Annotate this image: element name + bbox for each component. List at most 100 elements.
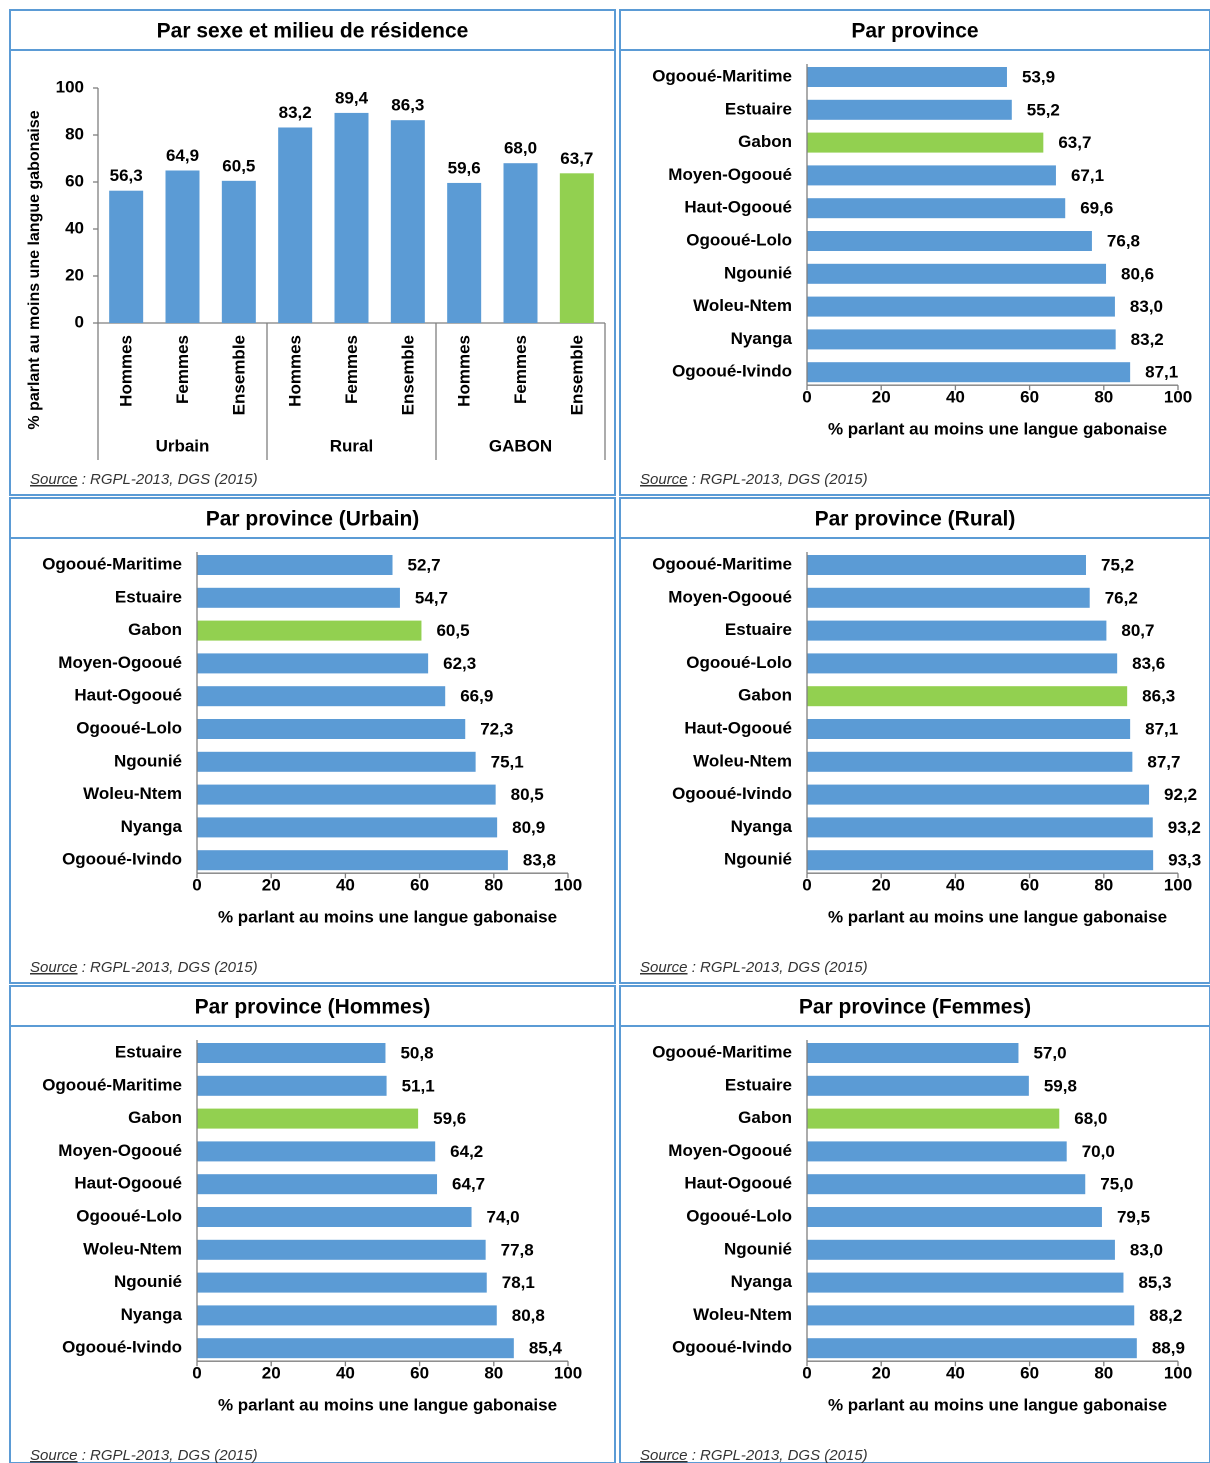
x-tick-label: 20 bbox=[262, 1364, 281, 1383]
value-label: 63,7 bbox=[560, 149, 593, 168]
bar bbox=[807, 165, 1056, 186]
category-label: Hommes bbox=[286, 335, 305, 407]
value-label: 80,6 bbox=[1121, 264, 1154, 283]
value-label: 66,9 bbox=[460, 687, 493, 706]
x-tick-label: 40 bbox=[336, 876, 355, 895]
x-tick-label: 80 bbox=[1094, 388, 1113, 407]
bar bbox=[807, 67, 1007, 87]
bar bbox=[197, 817, 498, 838]
category-label: Haut-Ogooué bbox=[74, 1174, 182, 1193]
value-label: 68,0 bbox=[1074, 1109, 1107, 1128]
category-label: Gabon bbox=[738, 686, 792, 705]
panel-title: Par province (Rural) bbox=[815, 508, 1016, 531]
source-text: : RGPL-2013, DGS (2015) bbox=[688, 471, 868, 488]
value-label: 79,5 bbox=[1117, 1207, 1150, 1226]
category-label: Femmes bbox=[173, 335, 192, 404]
bar bbox=[197, 587, 400, 608]
bar bbox=[807, 1272, 1124, 1293]
source-text: : RGPL-2013, DGS (2015) bbox=[688, 1447, 868, 1463]
value-label: 76,8 bbox=[1107, 231, 1140, 250]
value-label: 63,7 bbox=[1058, 133, 1091, 152]
value-label: 68,0 bbox=[504, 139, 537, 158]
category-label: Haut-Ogooué bbox=[74, 686, 182, 705]
value-label: 56,3 bbox=[110, 166, 143, 185]
category-label: Ensemble bbox=[567, 335, 586, 415]
bar bbox=[807, 719, 1131, 739]
y-tick-label: 40 bbox=[65, 218, 84, 237]
y-tick-label: 20 bbox=[65, 265, 84, 284]
panel-frame bbox=[9, 9, 616, 496]
panel-title: Par province (Femmes) bbox=[799, 996, 1031, 1019]
category-label: Ngounié bbox=[114, 751, 182, 770]
value-label: 60,5 bbox=[222, 156, 255, 175]
category-label: Femmes bbox=[511, 335, 530, 404]
category-label: Ogooué-Ivindo bbox=[672, 1338, 792, 1357]
x-tick-label: 20 bbox=[262, 876, 281, 895]
category-label: Hommes bbox=[117, 335, 136, 407]
category-label: Moyen-Ogooué bbox=[668, 587, 792, 606]
value-label: 80,8 bbox=[512, 1306, 545, 1325]
source-label: Source bbox=[30, 471, 78, 488]
panel-frame bbox=[9, 497, 616, 984]
value-label: 75,2 bbox=[1101, 555, 1134, 574]
category-label: Gabon bbox=[128, 620, 182, 639]
category-label: Estuaire bbox=[725, 99, 792, 118]
bar bbox=[197, 1075, 387, 1096]
value-label: 51,1 bbox=[402, 1076, 435, 1095]
value-label: 83,8 bbox=[523, 851, 556, 870]
value-label: 64,2 bbox=[450, 1142, 483, 1161]
category-label: Moyen-Ogooué bbox=[668, 165, 792, 184]
category-label: Nyanga bbox=[731, 329, 793, 348]
y-tick-label: 60 bbox=[65, 171, 84, 190]
panel: Par province Source : RGPL-2013, DGS (201… bbox=[619, 9, 1210, 496]
x-tick-label: 0 bbox=[192, 1364, 201, 1383]
x-tick-label: 0 bbox=[802, 1364, 811, 1383]
x-axis-label: % parlant au moins une langue gabonaise bbox=[828, 908, 1167, 927]
y-tick-label: 100 bbox=[56, 77, 84, 96]
panel: Par sexe et milieu de résidence Source : … bbox=[9, 9, 616, 496]
value-label: 50,8 bbox=[400, 1043, 433, 1062]
panel-title: Par province (Hommes) bbox=[195, 996, 431, 1019]
bar bbox=[807, 1239, 1115, 1260]
bar bbox=[807, 1207, 1102, 1227]
category-label: Estuaire bbox=[725, 1075, 792, 1094]
category-label: Ogooué-Ivindo bbox=[672, 362, 792, 381]
category-label: Ogooué-Lolo bbox=[686, 653, 792, 672]
bar bbox=[197, 1272, 487, 1293]
value-label: 67,1 bbox=[1071, 166, 1104, 185]
bar bbox=[807, 296, 1115, 317]
bar bbox=[197, 1141, 436, 1162]
bar bbox=[807, 198, 1066, 219]
x-tick-label: 100 bbox=[1164, 388, 1192, 407]
y-axis-label: % parlant au moins une langue gabonaise bbox=[26, 110, 43, 429]
x-tick-label: 80 bbox=[484, 1364, 503, 1383]
bar bbox=[807, 555, 1086, 575]
panel: Par province (Urbain) Source : RGPL-2013,… bbox=[9, 497, 616, 984]
bar bbox=[807, 231, 1092, 251]
value-label: 80,5 bbox=[511, 785, 544, 804]
value-label: 59,8 bbox=[1044, 1076, 1077, 1095]
category-label: Moyen-Ogooué bbox=[58, 1141, 182, 1160]
category-label: Estuaire bbox=[115, 587, 182, 606]
bar bbox=[807, 751, 1133, 772]
source-label: Source bbox=[640, 959, 688, 976]
x-tick-label: 40 bbox=[946, 1364, 965, 1383]
value-label: 89,4 bbox=[335, 88, 369, 107]
bar bbox=[390, 120, 425, 323]
category-label: Gabon bbox=[738, 1108, 792, 1127]
bar bbox=[807, 653, 1118, 674]
value-label: 62,3 bbox=[443, 654, 476, 673]
panel: Par province (Rural) Source : RGPL-2013, … bbox=[619, 497, 1210, 984]
category-label: Ensemble bbox=[398, 335, 417, 415]
bar bbox=[197, 653, 429, 674]
source-note: Source : RGPL-2013, DGS (2015) bbox=[30, 1447, 258, 1463]
bar bbox=[807, 1141, 1067, 1162]
bar bbox=[807, 587, 1090, 608]
x-axis-label: % parlant au moins une langue gabonaise bbox=[828, 420, 1167, 439]
x-tick-label: 60 bbox=[410, 1364, 429, 1383]
source-note: Source : RGPL-2013, DGS (2015) bbox=[30, 471, 258, 488]
bar bbox=[109, 190, 144, 323]
value-label: 83,6 bbox=[1132, 654, 1165, 673]
value-label: 72,3 bbox=[480, 719, 513, 738]
